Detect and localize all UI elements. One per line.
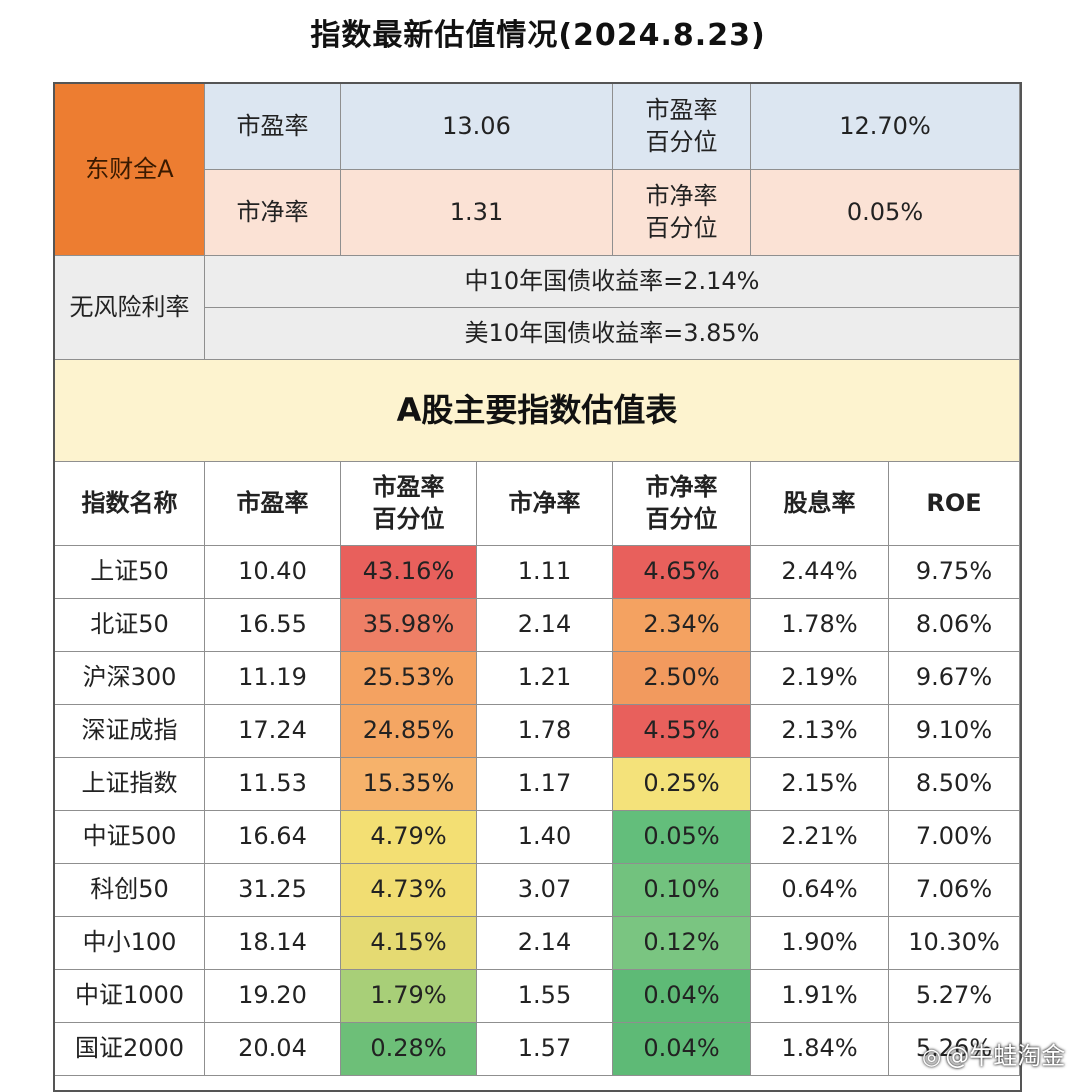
table-cell-name: 中证1000 bbox=[55, 970, 205, 1023]
table-cell-div: 1.91% bbox=[751, 970, 889, 1023]
table-cell-pb-pct: 0.04% bbox=[613, 1023, 751, 1076]
table-cell-name: 上证指数 bbox=[55, 758, 205, 811]
table-cell-name: 科创50 bbox=[55, 864, 205, 917]
table-cell-div: 2.15% bbox=[751, 758, 889, 811]
table-cell-pe: 11.19 bbox=[205, 652, 341, 705]
table-cell-pb: 1.11 bbox=[477, 546, 613, 599]
table-cell-pe-pct: 0.28% bbox=[341, 1023, 477, 1076]
table-cell-div: 2.13% bbox=[751, 705, 889, 758]
table-cell-div: 2.21% bbox=[751, 811, 889, 864]
table-cell-pb: 1.17 bbox=[477, 758, 613, 811]
table-cell-name: 深证成指 bbox=[55, 705, 205, 758]
table-cell-pb-pct: 0.10% bbox=[613, 864, 751, 917]
summary-index-name: 东财全A bbox=[55, 84, 205, 256]
table-cell-pb-pct: 2.34% bbox=[613, 599, 751, 652]
table-cell-pe: 18.14 bbox=[205, 917, 341, 970]
table-cell-roe: 9.67% bbox=[889, 652, 1020, 705]
table-cell-pe-pct: 15.35% bbox=[341, 758, 477, 811]
table-cell-roe: 5.27% bbox=[889, 970, 1020, 1023]
page-title: 指数最新估值情况(2024.8.23) bbox=[310, 18, 766, 53]
column-header-roe: ROE bbox=[889, 462, 1020, 546]
summary-pe-value: 13.06 bbox=[341, 84, 613, 170]
table-cell-div: 2.19% bbox=[751, 652, 889, 705]
column-header-pe: 市盈率 bbox=[205, 462, 341, 546]
table-cell-name: 中小100 bbox=[55, 917, 205, 970]
summary-pb-pct-value: 0.05% bbox=[751, 170, 1020, 256]
table-cell-pe: 11.53 bbox=[205, 758, 341, 811]
cn-bond-yield: 中10年国债收益率=2.14% bbox=[205, 256, 1020, 308]
column-header-name: 指数名称 bbox=[55, 462, 205, 546]
table-cell-pe: 20.04 bbox=[205, 1023, 341, 1076]
summary-pb-pct-label: 市净率 百分位 bbox=[613, 170, 751, 256]
table-cell-name: 沪深300 bbox=[55, 652, 205, 705]
valuation-sheet: 东财全A 市盈率 13.06 市盈率 百分位 12.70% 市净率 1.31 市… bbox=[53, 82, 1022, 1092]
table-cell-pe: 31.25 bbox=[205, 864, 341, 917]
table-cell-pb-pct: 2.50% bbox=[613, 652, 751, 705]
table-cell-roe: 10.30% bbox=[889, 917, 1020, 970]
table-cell-pe-pct: 35.98% bbox=[341, 599, 477, 652]
table-cell-pe: 16.64 bbox=[205, 811, 341, 864]
table-cell-roe: 9.75% bbox=[889, 546, 1020, 599]
column-header-pb: 市净率 bbox=[477, 462, 613, 546]
column-header-pb-pct: 市净率 百分位 bbox=[613, 462, 751, 546]
table-cell-name: 国证2000 bbox=[55, 1023, 205, 1076]
table-cell-div: 1.78% bbox=[751, 599, 889, 652]
table-cell-pb: 1.21 bbox=[477, 652, 613, 705]
summary-pb-value: 1.31 bbox=[341, 170, 613, 256]
table-cell-roe: 8.06% bbox=[889, 599, 1020, 652]
table-cell-pb-pct: 0.12% bbox=[613, 917, 751, 970]
table-cell-pb: 1.57 bbox=[477, 1023, 613, 1076]
table-cell-name: 北证50 bbox=[55, 599, 205, 652]
table-cell-div: 1.84% bbox=[751, 1023, 889, 1076]
weibo-icon: ◎ bbox=[922, 1045, 942, 1070]
table-cell-roe: 7.00% bbox=[889, 811, 1020, 864]
summary-pe-label: 市盈率 bbox=[205, 84, 341, 170]
table-cell-pb-pct: 0.25% bbox=[613, 758, 751, 811]
table-cell-pb-pct: 4.55% bbox=[613, 705, 751, 758]
us-bond-yield: 美10年国债收益率=3.85% bbox=[205, 308, 1020, 360]
column-header-pe-pct: 市盈率 百分位 bbox=[341, 462, 477, 546]
table-cell-pe: 19.20 bbox=[205, 970, 341, 1023]
watermark-text: @牛蛙淘金 bbox=[945, 1042, 1066, 1070]
summary-pb-label: 市净率 bbox=[205, 170, 341, 256]
table-cell-pb-pct: 0.05% bbox=[613, 811, 751, 864]
table-cell-pe-pct: 24.85% bbox=[341, 705, 477, 758]
table-cell-pe-pct: 4.79% bbox=[341, 811, 477, 864]
risk-free-label: 无风险利率 bbox=[55, 256, 205, 360]
table-cell-pb-pct: 4.65% bbox=[613, 546, 751, 599]
table-cell-pe-pct: 1.79% bbox=[341, 970, 477, 1023]
table-cell-pe-pct: 43.16% bbox=[341, 546, 477, 599]
table-cell-div: 1.90% bbox=[751, 917, 889, 970]
table-cell-pb: 3.07 bbox=[477, 864, 613, 917]
table-cell-name: 中证500 bbox=[55, 811, 205, 864]
summary-pe-pct-label: 市盈率 百分位 bbox=[613, 84, 751, 170]
table-cell-div: 2.44% bbox=[751, 546, 889, 599]
table-cell-roe: 9.10% bbox=[889, 705, 1020, 758]
table-cell-div: 0.64% bbox=[751, 864, 889, 917]
table-cell-pe-pct: 4.73% bbox=[341, 864, 477, 917]
watermark: ◎ @牛蛙淘金 bbox=[922, 1036, 1065, 1071]
table-cell-pb: 2.14 bbox=[477, 917, 613, 970]
table-cell-pe: 10.40 bbox=[205, 546, 341, 599]
table-cell-roe: 8.50% bbox=[889, 758, 1020, 811]
table-cell-pb: 2.14 bbox=[477, 599, 613, 652]
table-cell-pb: 1.40 bbox=[477, 811, 613, 864]
table-title: A股主要指数估值表 bbox=[55, 360, 1020, 462]
column-header-div: 股息率 bbox=[751, 462, 889, 546]
summary-pe-pct-value: 12.70% bbox=[751, 84, 1020, 170]
table-cell-pe: 17.24 bbox=[205, 705, 341, 758]
table-cell-pb: 1.78 bbox=[477, 705, 613, 758]
table-cell-pb: 1.55 bbox=[477, 970, 613, 1023]
table-cell-pe-pct: 4.15% bbox=[341, 917, 477, 970]
table-cell-name: 上证50 bbox=[55, 546, 205, 599]
table-cell-pe-pct: 25.53% bbox=[341, 652, 477, 705]
table-cell-pe: 16.55 bbox=[205, 599, 341, 652]
table-cell-roe: 7.06% bbox=[889, 864, 1020, 917]
table-cell-roe: 5.26% bbox=[889, 1023, 1020, 1076]
table-cell-pb-pct: 0.04% bbox=[613, 970, 751, 1023]
